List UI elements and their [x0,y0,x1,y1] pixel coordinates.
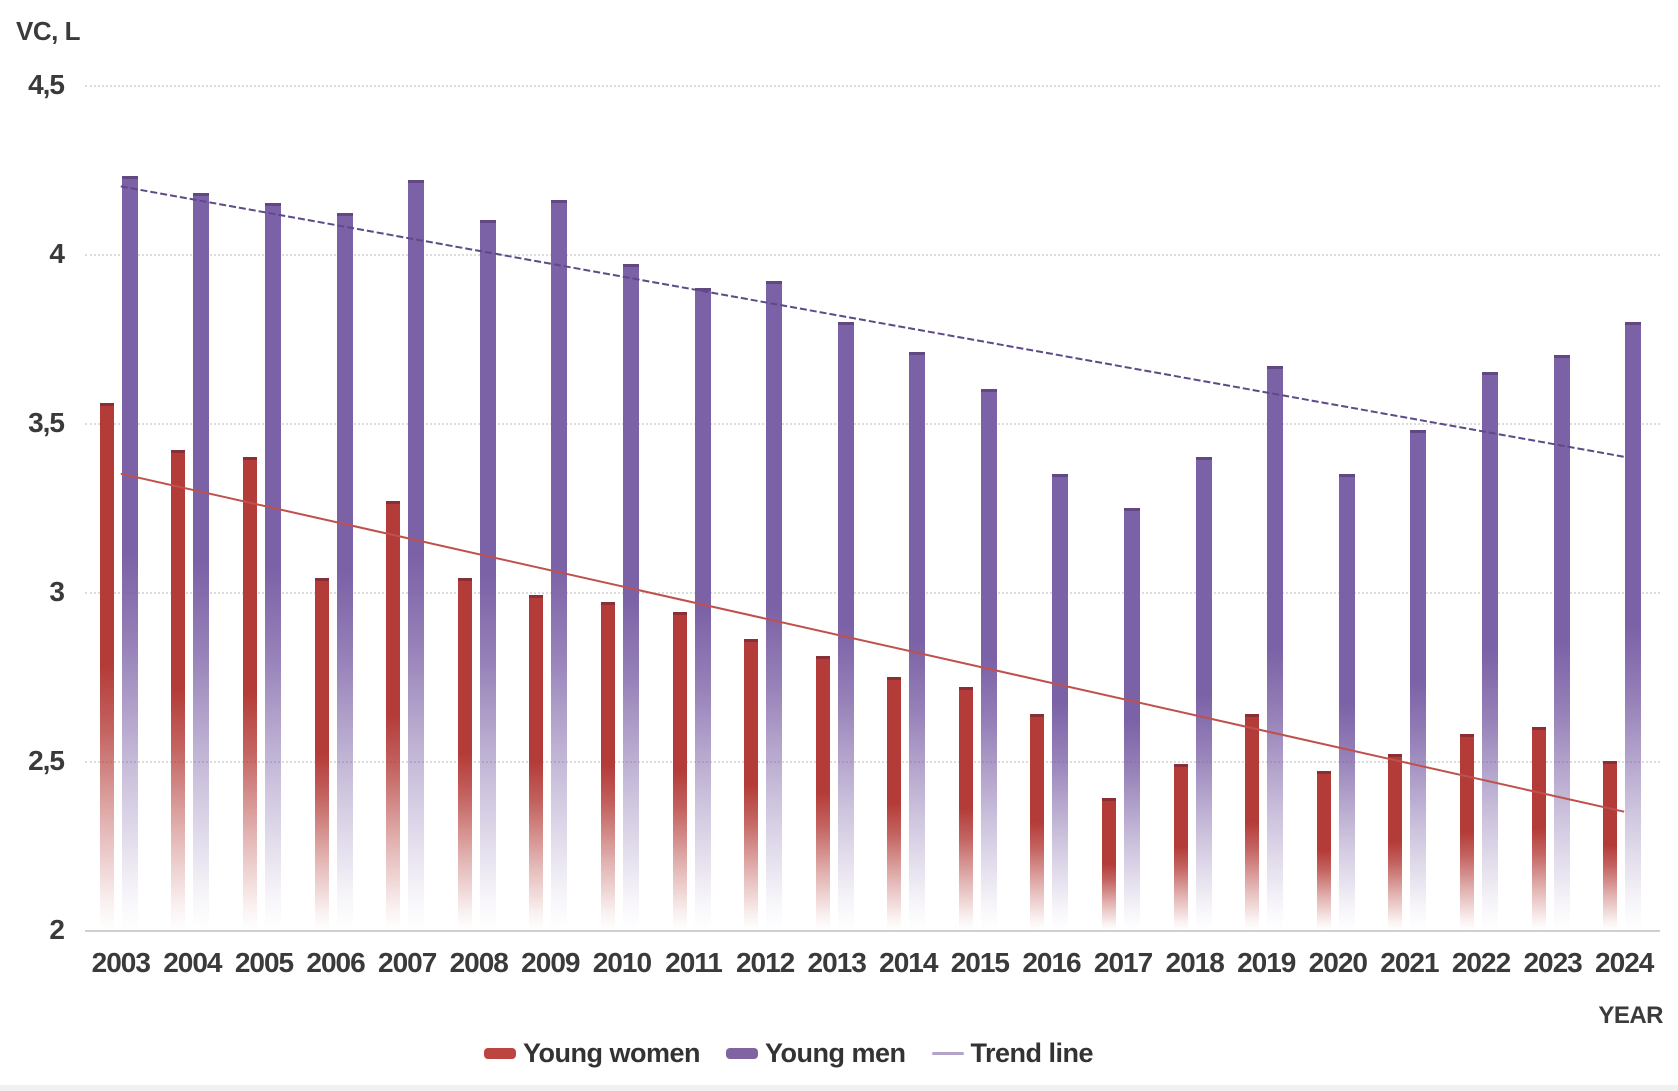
x-tick-label-2018: 2018 [1165,947,1225,978]
bar-young-women-2024 [1603,761,1618,930]
y-axis-title: VC, L [16,16,80,46]
bar-young-men-2005 [264,203,281,930]
x-tick-label-2009: 2009 [521,947,580,978]
trend-line-young-women [120,472,1625,813]
bar-young-men-2009 [551,199,568,930]
bar-young-women-2006 [314,578,329,930]
x-tick-label-2010: 2010 [592,947,652,978]
x-tick-label-2019: 2019 [1237,947,1296,978]
bar-young-men-2012 [766,281,783,930]
x-tick-label-2008: 2008 [449,947,509,978]
y-tick-label-3,5: 3,5 [28,407,65,438]
legend-label: Young women [523,1038,701,1068]
bar-young-women-2013 [815,656,830,930]
bar-young-men-2003 [121,176,138,930]
bar-young-women-2020 [1316,771,1331,930]
legend: Young women Young men Trend line [484,1038,1094,1069]
bar-young-women-2012 [744,639,759,930]
x-tick-label-2013: 2013 [807,947,867,978]
x-tick-label-2016: 2016 [1022,947,1081,978]
bar-young-men-2022 [1482,372,1499,930]
bar-young-men-2007 [408,179,425,930]
bar-young-men-2016 [1052,473,1069,930]
legend-item-young-women: Young women [484,1038,701,1069]
bar-young-women-2003 [99,402,114,930]
trend-line-young-men [120,185,1625,458]
bar-young-women-2008 [457,578,472,930]
x-tick-label-2023: 2023 [1523,947,1582,978]
bar-young-men-2015 [980,389,997,930]
bar-young-women-2004 [171,450,186,930]
bar-young-men-2020 [1338,473,1355,930]
x-axis-baseline [85,930,1660,932]
x-tick-label-2020: 2020 [1308,947,1368,978]
y-tick-label-2: 2 [49,914,65,945]
bar-young-men-2013 [837,321,854,930]
x-tick-label-2003: 2003 [91,947,151,978]
bar-young-women-2021 [1388,754,1403,930]
x-tick-label-2021: 2021 [1380,947,1439,978]
legend-label: Young men [765,1038,906,1068]
x-tick-label-2011: 2011 [665,947,723,978]
gridline-4 [85,254,1660,256]
bar-young-women-2011 [672,612,687,930]
x-tick-label-2015: 2015 [950,947,1010,978]
bar-young-men-2023 [1553,355,1570,930]
legend-item-trend-line: Trend line [931,1038,1094,1069]
bar-young-men-2011 [694,287,711,930]
x-tick-label-2022: 2022 [1451,947,1511,978]
x-tick-label-2007: 2007 [378,947,437,978]
x-tick-label-2004: 2004 [163,947,222,978]
bar-young-men-2004 [193,193,210,930]
window-bottom-edge [0,1085,1678,1091]
x-tick-label-2012: 2012 [735,947,795,978]
bar-young-men-2024 [1625,321,1642,930]
gridline-2,5 [85,761,1660,763]
bar-young-men-2008 [479,220,496,930]
bar-young-men-2019 [1267,365,1284,930]
y-tick-label-4,5: 4,5 [28,69,65,100]
legend-color-swatch-icon [484,1048,516,1059]
y-tick-label-3: 3 [49,576,65,607]
legend-label: Trend line [970,1038,1094,1068]
bar-young-women-2009 [529,595,544,930]
bar-young-men-2010 [622,264,639,930]
bar-young-women-2014 [887,676,902,930]
x-tick-label-2014: 2014 [879,947,938,978]
bar-young-women-2007 [386,500,401,930]
x-tick-label-2024: 2024 [1595,947,1654,978]
bar-young-men-2014 [909,352,926,930]
x-axis-title: YEAR [1598,1002,1663,1029]
bar-young-men-2021 [1410,429,1427,930]
bar-young-women-2015 [958,686,973,930]
legend-color-swatch-icon [726,1048,758,1059]
bar-young-women-2010 [600,602,615,930]
bar-young-men-2017 [1124,507,1141,930]
gridline-4,5 [85,85,1660,87]
bar-young-women-2022 [1460,733,1475,930]
bar-young-women-2019 [1245,713,1260,930]
bar-young-women-2016 [1030,713,1045,930]
bar-young-men-2018 [1195,456,1212,930]
gridline-3 [85,592,1660,594]
bar-young-women-2018 [1173,764,1188,930]
bar-young-women-2005 [242,456,257,930]
x-tick-label-2006: 2006 [306,947,365,978]
y-tick-label-2,5: 2,5 [28,745,65,776]
legend-item-young-men: Young men [726,1038,906,1069]
x-tick-label-2005: 2005 [234,947,294,978]
bar-young-women-2017 [1102,798,1117,930]
bar-young-men-2006 [336,213,353,930]
y-tick-label-4: 4 [49,238,65,269]
x-tick-label-2017: 2017 [1093,947,1153,978]
legend-line-swatch-icon [931,1052,964,1055]
bar-young-women-2023 [1531,727,1546,930]
gridline-3,5 [85,423,1660,425]
